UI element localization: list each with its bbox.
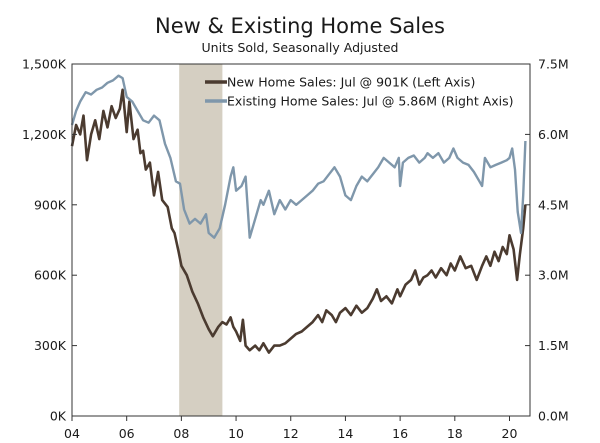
- right-tick-label: 0.0M: [538, 409, 569, 424]
- legend: New Home Sales: Jul @ 901K (Left Axis) Ex…: [205, 75, 514, 109]
- right-tick-label: 3.0M: [538, 268, 569, 283]
- left-tick-label: 1,200K: [22, 127, 67, 142]
- x-tick-label: 04: [64, 426, 80, 441]
- x-tick-label: 14: [337, 426, 353, 441]
- x-tick-label: 08: [173, 426, 189, 441]
- right-tick-label: 1.5M: [538, 338, 569, 353]
- left-tick-label: 300K: [34, 338, 67, 353]
- x-axis: 04 06 08 10 12 14 16 18 20: [64, 416, 517, 441]
- left-tick-label: 0K: [50, 409, 67, 424]
- x-tick-label: 12: [283, 426, 299, 441]
- right-tick-label: 6.0M: [538, 127, 569, 142]
- x-tick-label: 20: [502, 426, 518, 441]
- left-tick-label: 900K: [34, 197, 67, 212]
- legend-label: New Home Sales: Jul @ 901K (Left Axis): [227, 75, 475, 90]
- x-tick-label: 16: [392, 426, 408, 441]
- series-line-new-home-sales: [70, 88, 527, 354]
- chart-subtitle: Units Sold, Seasonally Adjusted: [201, 40, 399, 55]
- left-tick-label: 600K: [34, 268, 67, 283]
- series-line-existing-home-sales: [70, 74, 527, 239]
- right-axis: 0.0M 1.5M 3.0M 4.5M 6.0M 7.5M: [525, 57, 569, 424]
- x-tick-label: 06: [119, 426, 135, 441]
- plot-frame: [71, 63, 531, 417]
- right-tick-label: 4.5M: [538, 197, 569, 212]
- series-lines: [70, 74, 527, 354]
- legend-label: Existing Home Sales: Jul @ 5.86M (Right …: [227, 94, 514, 109]
- left-tick-label: 1,500K: [22, 57, 67, 72]
- chart-title: New & Existing Home Sales: [155, 14, 445, 38]
- x-tick-label: 10: [228, 426, 244, 441]
- recession-band: [179, 64, 223, 416]
- left-axis: 0K 300K 600K 900K 1,200K 1,500K: [22, 57, 77, 424]
- right-tick-label: 7.5M: [538, 57, 569, 72]
- x-tick-label: 18: [447, 426, 463, 441]
